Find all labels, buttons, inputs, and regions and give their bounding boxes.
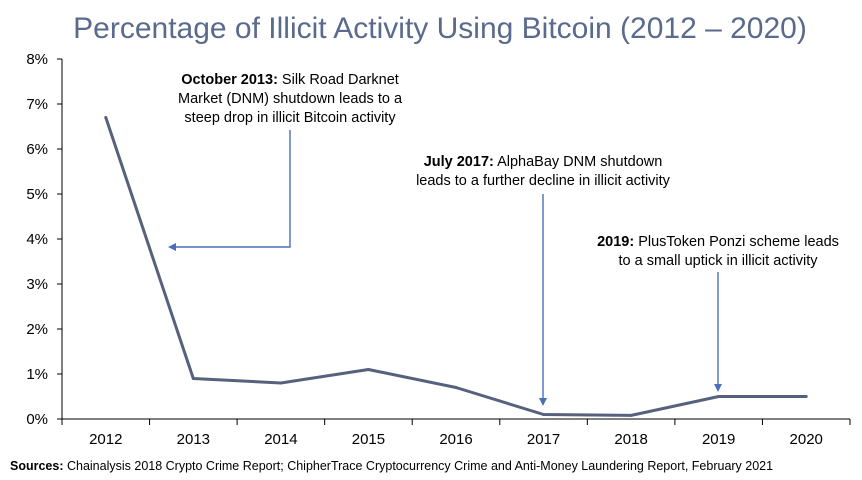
annotation-line: Market (DNM) shutdown leads to a	[178, 91, 403, 107]
x-tick-label: 2013	[177, 431, 210, 448]
x-tick-label: 2019	[702, 431, 735, 448]
x-tick-label: 2018	[614, 431, 647, 448]
x-tick-label: 2020	[790, 431, 823, 448]
annotation-text: PlusToken Ponzi scheme leads	[634, 234, 839, 250]
y-tick-label: 4%	[26, 231, 48, 248]
annotation-line: leads to a further decline in illicit ac…	[416, 173, 671, 189]
series-group	[104, 116, 808, 417]
annotation-line: 2019: PlusToken Ponzi scheme leads	[597, 234, 839, 250]
data-point	[191, 377, 195, 380]
annotations: October 2013: Silk Road Darknet Market (D…	[168, 72, 839, 406]
source-text: Chainalysis 2018 Crypto Crime Report; Ch…	[64, 459, 774, 473]
annotation-line: steep drop in illicit Bitcoin activity	[184, 110, 396, 126]
data-point	[542, 413, 546, 416]
data-point	[454, 386, 458, 389]
y-tick-label: 3%	[26, 276, 48, 293]
annotation-line: to a small uptick in illicit activity	[618, 253, 818, 269]
data-point	[629, 413, 633, 417]
annotation-bold: 2019:	[597, 234, 634, 250]
y-tick-label: 7%	[26, 96, 48, 113]
x-tick-label: 2017	[527, 431, 560, 448]
y-tick-label: 6%	[26, 141, 48, 158]
x-tick-label: 2015	[352, 431, 385, 448]
annotation-line: July 2017: AlphaBay DNM shutdown	[424, 154, 663, 170]
y-tick-label: 5%	[26, 186, 48, 203]
chart-title: Percentage of Illicit Activity Using Bit…	[73, 12, 807, 45]
source-note: Sources: Chainalysis 2018 Crypto Crime R…	[10, 459, 773, 473]
source-label: Sources:	[10, 459, 64, 473]
data-point	[104, 116, 108, 119]
annotation-text: AlphaBay DNM shutdown	[494, 154, 662, 170]
y-tick-label: 1%	[26, 366, 48, 383]
y-tick-label: 2%	[26, 321, 48, 338]
data-point	[279, 381, 283, 385]
y-tick-label: 8%	[26, 51, 48, 68]
tick-labels: 0% 1% 2% 3% 4% 5% 6% 7% 8% 2012 2013 2014 2015 2016 20…	[26, 51, 823, 448]
annotation-line: October 2013: Silk Road Darknet	[181, 72, 399, 88]
annotation-arrow	[168, 130, 291, 251]
x-tick-label: 2014	[264, 431, 297, 448]
annotation-bold: July 2017:	[424, 154, 494, 170]
data-point	[366, 368, 370, 371]
y-tick-label: 0%	[26, 411, 48, 428]
x-tick-label: 2016	[439, 431, 472, 448]
x-tick-label: 2012	[89, 431, 122, 448]
annotation-text: Silk Road Darknet	[278, 72, 399, 88]
data-point	[717, 395, 721, 398]
axes	[57, 58, 851, 425]
annotation-bold: October 2013:	[181, 72, 278, 88]
data-point	[804, 395, 808, 398]
